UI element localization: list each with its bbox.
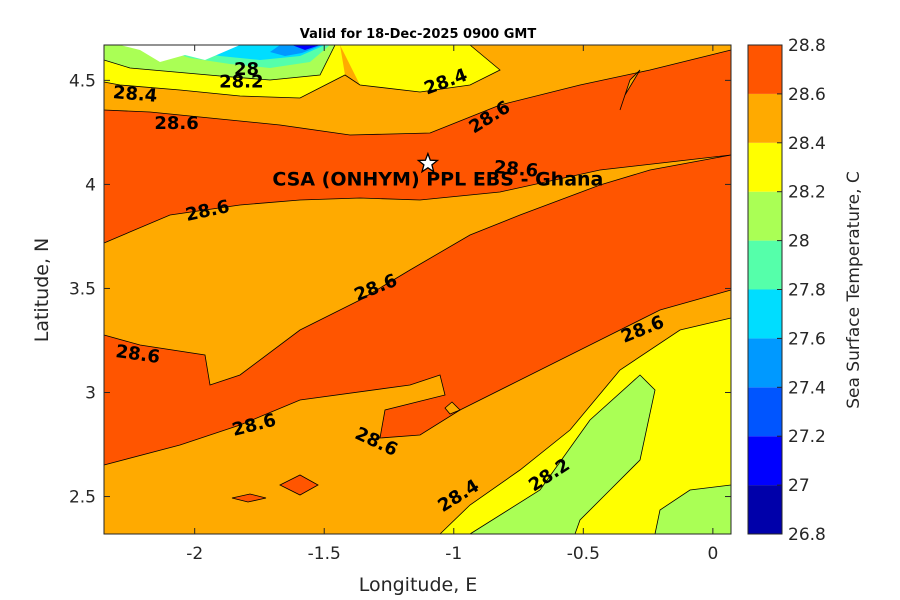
colorbar-label: Sea Surface Temperature, C bbox=[844, 171, 864, 409]
site-label: CSA (ONHYM) PPL EBS - Ghana bbox=[272, 169, 603, 191]
contour-band-28-0-to-28-2-lower-right bbox=[470, 375, 655, 534]
yellow-strip-top-right bbox=[340, 45, 500, 92]
colorbar-tick-label: 27.4 bbox=[788, 378, 826, 398]
colorbar-swatch bbox=[748, 289, 782, 339]
contour-label: 28.6 bbox=[154, 113, 198, 134]
contour-label: 28.4 bbox=[112, 82, 158, 107]
y-tick-label: 3.5 bbox=[69, 279, 96, 299]
plot-frame bbox=[103, 44, 732, 535]
colorbar-swatch bbox=[748, 45, 782, 94]
colorbar-tick-label: 28.8 bbox=[788, 36, 826, 56]
y-axis-label: Latitude, N bbox=[31, 238, 53, 343]
contour-line-28-6-mid-north bbox=[103, 154, 732, 244]
contour-line-28-6-south bbox=[103, 289, 732, 466]
x-tick-label: 0 bbox=[707, 544, 718, 564]
contour-line-28-6-mid-south bbox=[103, 154, 732, 386]
x-tick-label: -2 bbox=[186, 544, 203, 564]
colorbar-tick-label: 26.8 bbox=[788, 525, 826, 545]
colorbar-swatch bbox=[748, 93, 782, 143]
plot-area: 28.428.228 28.428.6 28.628.628.628.628.628… bbox=[103, 44, 732, 535]
colorbar-tick-label: 28.4 bbox=[788, 134, 826, 154]
colorbar-tick-label: 27.2 bbox=[788, 427, 826, 447]
x-tick-label: -0.5 bbox=[567, 544, 600, 564]
contour-band-27-2-to-27-4-top bbox=[292, 45, 320, 50]
contour-line-28-6-north bbox=[103, 49, 732, 136]
x-axis-label: Longitude, E bbox=[359, 574, 478, 596]
colorbar-swatch bbox=[748, 142, 782, 192]
y-tick-label: 3 bbox=[85, 384, 96, 404]
contour-label: 28 bbox=[234, 59, 259, 80]
contour-line-28-2-southeast bbox=[469, 374, 656, 535]
contour-band-28-0-to-28-2-corner bbox=[655, 485, 731, 534]
contour-line-28-2-top bbox=[103, 44, 336, 81]
y-tick-label: 2.5 bbox=[69, 488, 96, 508]
contour-line-28-4-top bbox=[103, 44, 501, 99]
no-data-region bbox=[120, 45, 240, 62]
star-icon bbox=[416, 151, 440, 174]
colorbar-swatch bbox=[748, 338, 782, 388]
contour-line-warm-island bbox=[279, 474, 319, 496]
colorbar-swatch bbox=[748, 240, 782, 290]
contour-line-notch-right bbox=[619, 69, 641, 111]
contour-line-notch bbox=[444, 401, 461, 415]
contour-label: 28.6 bbox=[493, 157, 539, 182]
colorbar-swatch bbox=[748, 436, 782, 486]
colorbar-tick-label: 28 bbox=[788, 232, 810, 252]
site-marker: CSA (ONHYM) PPL EBS - Ghana bbox=[272, 151, 603, 191]
colorbar-tick-label: 28.2 bbox=[788, 183, 826, 203]
y-tick-label: 4.5 bbox=[69, 71, 96, 91]
x-axis: -2 -1.5 -1 -0.5 0 bbox=[186, 45, 718, 564]
colorbar-tick-label: 27 bbox=[788, 476, 810, 496]
chart-title: Valid for 18-Dec-2025 0900 GMT bbox=[300, 27, 537, 42]
contour-line-warm-island-far-left bbox=[231, 493, 267, 503]
contour-band-28-6-to-28-8-upper bbox=[104, 50, 731, 465]
y-axis: 2.5 3 3.5 4 4.5 bbox=[69, 71, 731, 508]
contour-label: 28.2 bbox=[219, 71, 263, 92]
x-tick-label: -1.5 bbox=[308, 544, 341, 564]
colorbar-swatch bbox=[748, 485, 782, 534]
y-tick-label: 4 bbox=[85, 175, 96, 195]
colorbar-swatch bbox=[748, 387, 782, 437]
x-tick-label: -1 bbox=[445, 544, 462, 564]
colorbar: 26.8 27 27.2 27.4 27.6 27.8 28 28.2 28.4 28.6 28.8 bbox=[747, 36, 826, 545]
colorbar-tick-label: 27.8 bbox=[788, 281, 826, 301]
colorbar-swatch bbox=[748, 191, 782, 241]
colorbar-tick-label: 27.6 bbox=[788, 329, 826, 349]
contour-line-28-2-corner bbox=[654, 484, 732, 535]
colorbar-tick-label: 28.6 bbox=[788, 85, 826, 105]
contour-line-28-4-southeast bbox=[439, 317, 732, 535]
